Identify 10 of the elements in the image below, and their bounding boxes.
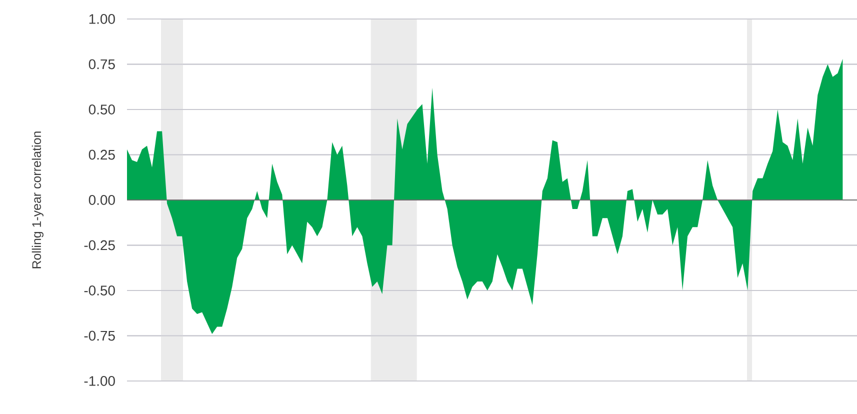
y-tick-label: 0.25 [88,150,115,160]
y-tick-label: -0.50 [84,286,115,296]
y-tick-label: 0.75 [88,59,115,70]
y-tick-label: -1.00 [84,376,115,386]
y-tick-label: 1.00 [89,14,115,24]
y-tick-label: 0.50 [88,104,115,114]
y-tick-label: -0.75 [84,330,115,341]
y-tick-label: -0.25 [84,240,115,250]
y-tick-label: 0.00 [88,195,115,205]
y-axis-title: Rolling 1-year correlation [32,132,44,268]
